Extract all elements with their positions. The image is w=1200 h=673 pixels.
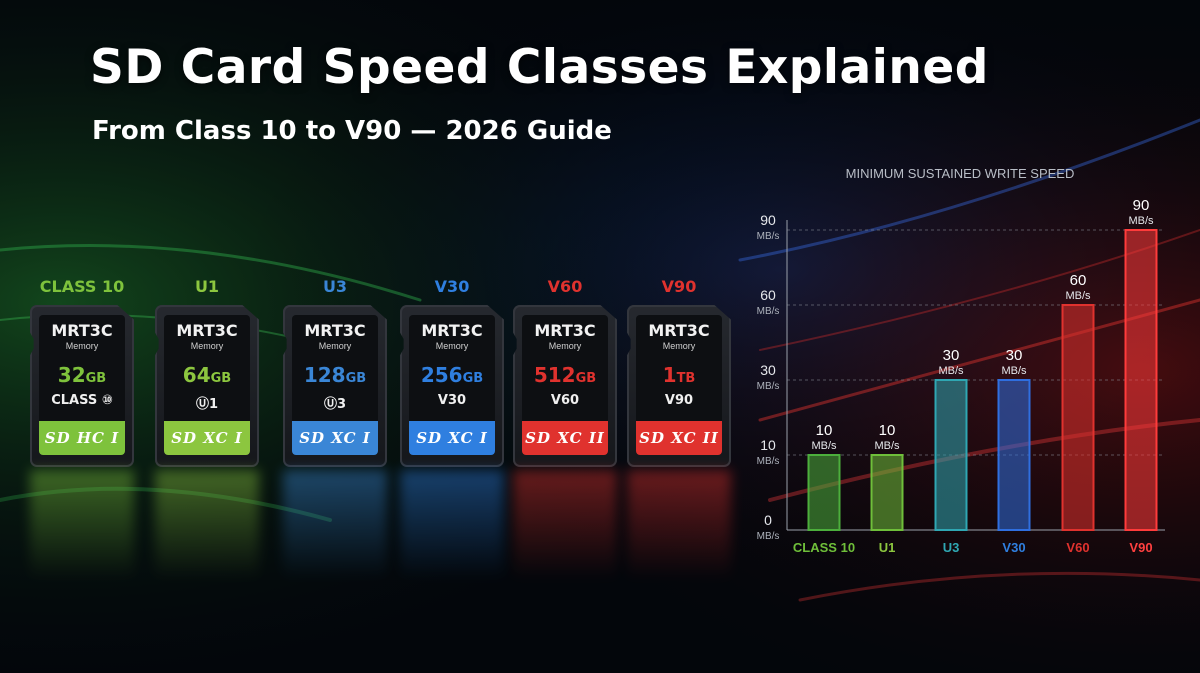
card-speed-mark: CLASS ⑩ — [51, 393, 113, 408]
y-tick-unit: MB/s — [757, 531, 780, 542]
card-label: V60 — [547, 277, 583, 296]
card-reflection — [513, 470, 617, 580]
card-capacity-number: 256 — [420, 363, 463, 387]
page-title: SD Card Speed Classes Explained — [90, 40, 989, 95]
card-brand: MRT3C — [51, 321, 113, 340]
bar-unit-label: MB/s — [811, 440, 837, 452]
write-speed-chart: MINIMUM SUSTAINED WRITE SPEED0MB/s10MB/s… — [757, 166, 1165, 555]
card-speed-mark: V30 — [437, 393, 467, 408]
y-tick-unit: MB/s — [757, 306, 780, 317]
sd-card: MRT3C Memory 1TB V90 SD XC II — [627, 305, 731, 467]
card-brand-sub: Memory — [318, 341, 352, 351]
card-capacity: 256GB — [409, 363, 495, 387]
x-category-label: U3 — [943, 540, 960, 555]
bar-value-label: 60 — [1070, 272, 1087, 289]
y-tick-unit: MB/s — [757, 381, 780, 392]
sd-logo-band: SD HC I — [39, 421, 125, 455]
card-brand: MRT3C — [176, 321, 238, 340]
y-tick-label: 60 — [760, 287, 776, 303]
card-capacity-number: 32 — [57, 363, 86, 387]
y-tick-unit: MB/s — [757, 231, 780, 242]
card-capacity: 512GB — [522, 363, 608, 387]
card-capacity-unit: GB — [462, 371, 484, 386]
card-speed-mark: Ⓤ3 — [323, 397, 347, 412]
chart-bar — [1124, 229, 1158, 531]
card-capacity-unit: GB — [345, 371, 367, 386]
card-label: V90 — [661, 277, 697, 296]
sd-card: MRT3C Memory 32GB CLASS ⑩ SD HC I — [30, 305, 134, 467]
card-reflection — [400, 470, 504, 580]
card-speed-mark: V90 — [664, 393, 694, 408]
y-tick-label: 30 — [760, 362, 776, 378]
bar-value-label: 30 — [1006, 347, 1023, 364]
sd-card: MRT3C Memory 512GB V60 SD XC II — [513, 305, 617, 467]
sd-logo-band: SD XC II — [636, 421, 722, 455]
y-tick-label: 0 — [764, 512, 772, 528]
card-brand-sub: Memory — [190, 341, 224, 351]
sd-card: MRT3C Memory 64GB Ⓤ1 SD XC I — [155, 305, 259, 467]
card-brand: MRT3C — [534, 321, 596, 340]
chart-title: MINIMUM SUSTAINED WRITE SPEED — [846, 166, 1075, 181]
sd-logo-band: SD XC II — [522, 421, 608, 455]
chart-bar — [934, 379, 968, 531]
card-brand-sub: Memory — [548, 341, 582, 351]
x-category-label: V90 — [1129, 540, 1152, 555]
card-capacity-number: 1 — [662, 363, 677, 387]
card-capacity-unit: GB — [210, 371, 232, 386]
y-tick-label: 10 — [760, 437, 776, 453]
card-capacity-unit: GB — [85, 371, 107, 386]
sd-logo-band: SD XC I — [164, 421, 250, 455]
bar-unit-label: MB/s — [874, 440, 900, 452]
bar-value-label: 10 — [879, 422, 896, 439]
card-capacity-unit: GB — [575, 371, 597, 386]
x-category-label: U1 — [879, 540, 896, 555]
sd-logo-band: SD XC I — [292, 421, 378, 455]
chart-bar — [997, 379, 1031, 531]
x-category-label: V30 — [1002, 540, 1025, 555]
card-reflection — [283, 470, 387, 580]
chart-bar — [807, 454, 841, 531]
card-label: V30 — [434, 277, 470, 296]
card-brand: MRT3C — [648, 321, 710, 340]
card-label: CLASS 10 — [39, 277, 125, 296]
sd-card-lineup: CLASS 10 MRT3C Memory 32GB CLASS ⑩ SD HC I U1 M… — [30, 277, 731, 580]
card-brand-sub: Memory — [435, 341, 469, 351]
bar-unit-label: MB/s — [1065, 290, 1091, 302]
card-capacity-number: 64 — [182, 363, 211, 387]
page-subtitle: From Class 10 to V90 — 2026 Guide — [92, 116, 612, 146]
bar-unit-label: MB/s — [1128, 215, 1154, 227]
y-tick-label: 90 — [760, 212, 776, 228]
x-category-label: CLASS 10 — [793, 540, 855, 555]
x-category-label: V60 — [1066, 540, 1089, 555]
card-speed-mark: V60 — [550, 393, 580, 408]
card-capacity: 64GB — [164, 363, 250, 387]
card-reflection — [627, 470, 731, 580]
card-label: U1 — [194, 277, 220, 296]
sd-card: MRT3C Memory 128GB Ⓤ3 SD XC I — [283, 305, 387, 467]
chart-bar — [1061, 304, 1095, 531]
chart-bar — [870, 454, 904, 531]
bar-value-label: 90 — [1133, 197, 1150, 214]
card-reflection — [155, 470, 259, 580]
card-capacity: 1TB — [636, 363, 722, 387]
card-brand-sub: Memory — [662, 341, 696, 351]
card-capacity-number: 512 — [533, 363, 576, 387]
sd-card: MRT3C Memory 256GB V30 SD XC I — [400, 305, 504, 467]
card-brand-sub: Memory — [65, 341, 99, 351]
bar-value-label: 10 — [816, 422, 833, 439]
card-brand: MRT3C — [421, 321, 483, 340]
bar-unit-label: MB/s — [1001, 365, 1027, 377]
card-capacity: 32GB — [39, 363, 125, 387]
card-reflection — [30, 470, 134, 580]
y-tick-unit: MB/s — [757, 456, 780, 467]
bar-value-label: 30 — [943, 347, 960, 364]
bar-unit-label: MB/s — [938, 365, 964, 377]
card-brand: MRT3C — [304, 321, 366, 340]
sd-logo-band: SD XC I — [409, 421, 495, 455]
card-label: U3 — [322, 277, 348, 296]
card-speed-mark: Ⓤ1 — [195, 397, 219, 412]
card-capacity-number: 128 — [303, 363, 346, 387]
card-capacity: 128GB — [292, 363, 378, 387]
card-capacity-unit: TB — [676, 371, 696, 386]
